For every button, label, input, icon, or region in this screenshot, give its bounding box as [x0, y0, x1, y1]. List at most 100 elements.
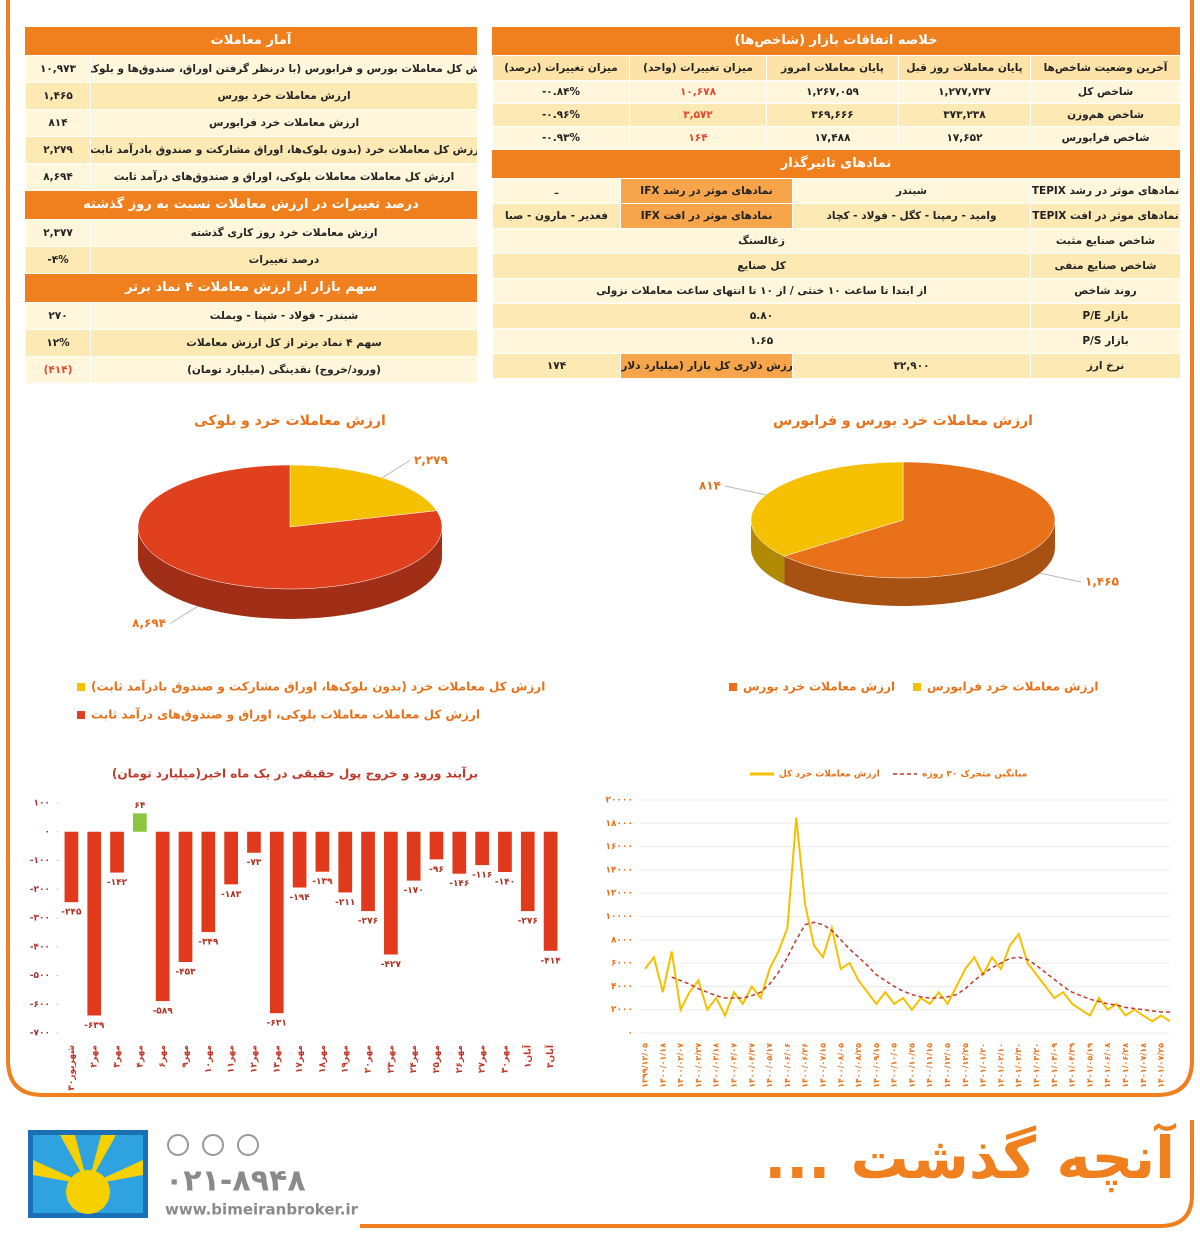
cell: -۰.۹۶% — [492, 104, 629, 126]
bar — [87, 831, 102, 1016]
cell: ۲,۳۷۷ — [25, 220, 90, 246]
x-tick-label: ۱۳مهر — [272, 1045, 282, 1073]
y-tick-label: ۱۲۰۰۰ — [606, 889, 633, 899]
x-tick-label: ۱۴۰۰/۰۶/۲۶ — [801, 1043, 810, 1088]
data-label: -۴۱۴ — [540, 956, 561, 966]
table-row: شاخص هم‌وزن ۳۷۳,۲۳۸ ۳۶۹,۶۶۶ ۳,۵۷۲ -۰.۹۶% — [492, 104, 1180, 127]
cell: ۱,۲۶۷,۰۵۹ — [766, 81, 898, 103]
x-tick-label: ۲۵مهر — [432, 1045, 442, 1073]
y-tick-label: -۴۰۰ — [30, 942, 50, 952]
cell: ۱۷,۴۸۸ — [766, 127, 898, 149]
table-row: ارزش کل معاملات خرد (بدون بلوک‌ها، اوراق… — [25, 137, 477, 164]
website: www.bimeiranbroker.ir — [165, 1201, 359, 1219]
bar — [475, 831, 489, 866]
bar — [133, 813, 147, 832]
row-label: بازار P/S — [1030, 329, 1180, 353]
x-tick-label: ۱۴۰۰/۰۲/۲۷ — [694, 1043, 703, 1088]
x-tick-label: ۱۴۰۰/۰۴/۲۷ — [747, 1043, 756, 1088]
cell: ۱,۲۷۷,۷۳۷ — [898, 81, 1030, 103]
legend-swatch — [913, 683, 921, 691]
logo-rays — [33, 1135, 143, 1185]
table-title: آمار معاملات — [25, 27, 477, 56]
table-row: نرخ ارز ۳۲,۹۰۰ ارزش دلاری کل بازار (میلیار… — [492, 354, 1180, 379]
y-tick-label: -۳۰۰ — [30, 914, 50, 924]
data-label: -۴۵۳ — [175, 967, 196, 977]
x-tick-label: ۱۱مهر — [227, 1045, 237, 1073]
table-row: سهم ۴ نماد برتر از کل ارزش معاملات ۱۲% — [25, 330, 477, 357]
row-label: ارزش کل معاملات معاملات بلوکی، اوراق و ص… — [90, 164, 477, 190]
bar — [406, 831, 421, 881]
icon — [202, 1134, 224, 1156]
pie-side — [784, 520, 1055, 606]
x-tick-label: ۱۴۰۰/۱۲/۲۵ — [961, 1043, 970, 1088]
bar — [315, 831, 330, 872]
bar — [520, 831, 535, 912]
legend-swatch — [77, 711, 85, 719]
table-row: شبندر - فولاد - شپنا - وبملت ۲۷۰ — [25, 303, 477, 330]
icon — [237, 1134, 259, 1156]
column-header: میزان تغییرات (واحد) — [629, 56, 766, 80]
data-label: -۲۷۶ — [358, 917, 378, 927]
legend-label: ارزش کل معاملات خرد (بدون بلوک‌ها، اوراق… — [91, 679, 545, 695]
bar — [110, 831, 124, 873]
x-tick-label: ۱۴۰۰/۰۱/۱۸ — [658, 1043, 667, 1088]
legend-label: ارزش معاملات خرد بورس — [743, 680, 895, 695]
x-tick-label: ۱۴۰۱/۰۷/۲۵ — [1157, 1043, 1166, 1088]
x-tick-label: ۲۴مهر — [409, 1045, 419, 1073]
x-tick-label: ۴مهر — [135, 1045, 145, 1068]
cell: ۱۲% — [25, 330, 90, 356]
x-tick-label: ۱۴۰۰/۰۸/۰۵ — [836, 1043, 845, 1088]
cell: ۱۰,۹۷۳ — [25, 56, 90, 82]
pie-side — [751, 520, 785, 585]
row-label: ارزش کل معاملات بورس و فرابورس (با درنظر… — [90, 56, 477, 82]
legend-label: ارزش معاملات خرد فرابورس — [927, 680, 1099, 695]
bar — [543, 831, 558, 951]
y-tick-label: ۲۰۰۰۰ — [606, 796, 633, 806]
data-label: ۸۱۴ — [699, 479, 721, 493]
x-tick-label: ۱۸مهر — [318, 1045, 328, 1073]
x-tick-label: ۱۴۰۰/۰۲/۰۷ — [676, 1043, 685, 1088]
row-label: ارزش معاملات خرد روز کاری گذشته — [90, 220, 477, 246]
y-tick-label: -۷۰۰ — [30, 1029, 50, 1039]
table-row: درصد تغییرات -۴% — [25, 247, 477, 274]
logo — [28, 1130, 148, 1218]
pie-slice — [783, 461, 1056, 579]
x-tick-label: ۲۷مهر — [478, 1045, 488, 1073]
x-tick-label: ۱۴۰۱/۰۶/۲۸ — [1121, 1043, 1130, 1088]
x-tick-label: ۲۰مهر — [364, 1045, 374, 1073]
y-tick-label: -۵۰۰ — [30, 971, 50, 981]
table-row: ارزش معاملات خرد بورس ۱,۴۶۵ — [25, 83, 477, 110]
data-label: -۱۴۲ — [107, 878, 128, 888]
table-row: بازار P/E ۵.۸۰ — [492, 304, 1180, 329]
logo-sun — [66, 1170, 110, 1214]
bar — [498, 831, 512, 872]
row-label: (ورود/خروج) نقدینگی (میلیارد تومان) — [90, 357, 477, 383]
cell: ـ — [492, 179, 620, 203]
data-label: -۳۴۹ — [198, 938, 219, 948]
data-label: -۲۴۵ — [61, 908, 82, 918]
data-label: -۲۱۱ — [335, 898, 355, 908]
table-row: ارزش معاملات خرد روز کاری گذشته ۲,۳۷۷ — [25, 220, 477, 247]
row-label: ارزش دلاری کل بازار (میلیارد دلار) — [620, 354, 792, 378]
data-label: ۱,۴۶۵ — [1085, 574, 1119, 588]
table-title: سهم بازار از ارزش معاملات ۴ نماد برتر — [25, 274, 477, 303]
row-label: بازار P/E — [1030, 304, 1180, 328]
row-label: ارزش معاملات خرد بورس — [90, 83, 477, 109]
cell: ۱۷۴ — [492, 354, 620, 378]
cell: -۰.۸۴% — [492, 81, 629, 103]
x-tick-label: ۱۴۰۰/۰۵/۱۷ — [765, 1043, 774, 1088]
cell: کل صنایع — [492, 254, 1030, 278]
x-tick-label: ۱آبان — [521, 1044, 533, 1068]
data-label: -۲۷۶ — [518, 917, 538, 927]
leader-line — [169, 605, 198, 624]
legend-label: ارزش معاملات خرد کل — [779, 770, 880, 780]
table-title: خلاصه اتفاقات بازار (شاخص‌ها) — [492, 27, 1180, 56]
y-tick-label: ۲۰۰۰ — [611, 1005, 633, 1015]
row-label: نمادهای موثر در افت TEPIX — [1030, 204, 1180, 228]
cell: ۱,۴۶۵ — [25, 83, 90, 109]
cell: ۲,۲۷۹ — [25, 137, 90, 163]
leader-line — [1039, 572, 1082, 583]
table-row: ارزش کل معاملات معاملات بلوکی، اوراق و ص… — [25, 164, 477, 191]
y-tick-label: -۲۰۰ — [30, 885, 50, 895]
phone: ۰۲۱-۸۹۴۸ — [165, 1164, 306, 1199]
